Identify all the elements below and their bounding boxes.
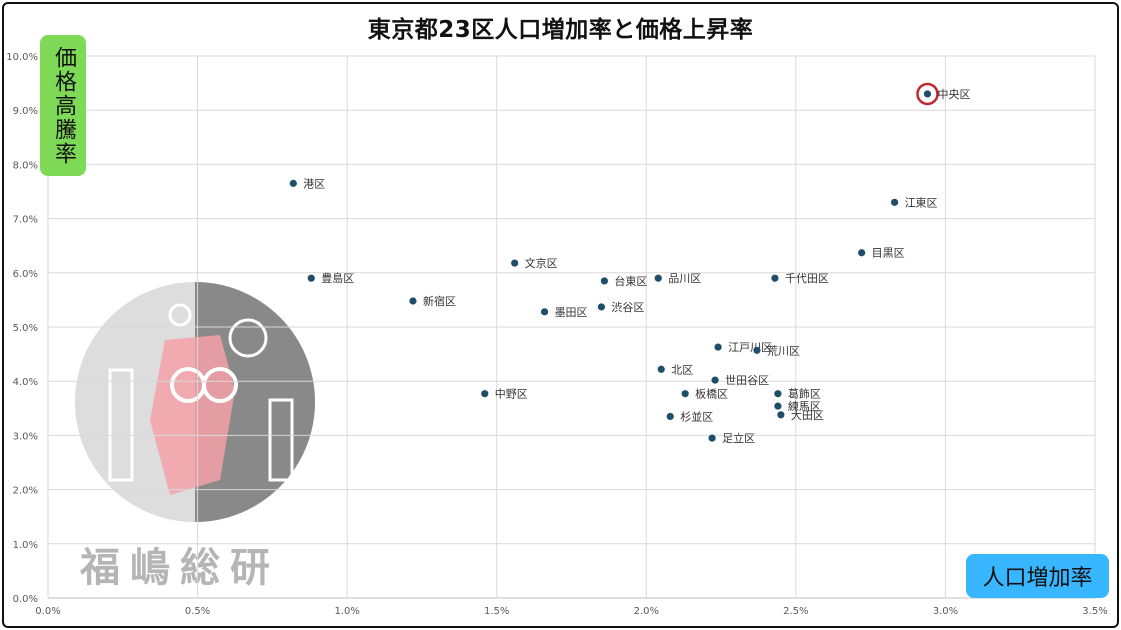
data-label: 杉並区 [680,409,713,423]
data-label: 渋谷区 [611,301,644,314]
data-point [777,411,785,419]
data-point [923,90,932,98]
y-tick-label: 1.0% [13,540,38,551]
x-tick-label: 0.0% [35,606,60,617]
data-point [540,308,549,316]
x-axis-label-box: 人口増加率 [966,554,1109,598]
data-point [657,365,665,373]
data-label: 板橋区 [695,387,728,401]
data-point [511,259,519,267]
y-tick-label: 4.0% [13,377,38,388]
y-tick-label: 6.0% [13,269,38,280]
data-point [890,198,899,206]
data-label: 葛飾区 [788,388,821,401]
data-point [681,390,689,398]
data-point [307,274,315,282]
data-label: 大田区 [791,408,824,422]
data-label: 世田谷区 [725,374,769,387]
highlight-ring [916,82,939,106]
data-label: 千代田区 [785,272,829,285]
y-axis-label-box: 価格高騰率 [40,35,86,176]
watermark-text: 福嶋総研 [80,545,280,591]
data-label: 台東区 [614,274,647,288]
y-tick-label: 3.0% [13,431,38,442]
y-axis-label: 価格高騰率 [51,45,76,166]
y-tick-label: 0.0% [13,594,38,605]
x-tick-label: 1.0% [334,606,359,617]
data-label: 荒川区 [767,344,800,357]
data-label: 豊島区 [321,271,354,285]
data-point [708,434,716,442]
data-point [711,376,719,384]
data-label: 北区 [671,363,693,376]
y-tick-label: 5.0% [13,323,38,334]
y-tick-label: 9.0% [13,106,38,117]
y-tick-label: 2.0% [13,486,38,497]
data-point [654,274,662,282]
data-point [774,390,782,398]
data-label: 練馬区 [788,399,821,413]
data-point [666,412,674,421]
data-label: 江戸川区 [728,341,772,354]
data-point [858,249,866,257]
chart-title: 東京都23区人口増加率と価格上昇率 [367,17,754,43]
watermark-logo [70,280,340,544]
data-label: 港区 [303,177,325,190]
data-point [600,277,609,285]
data-label: 江東区 [905,196,938,209]
data-label: 墨田区 [555,306,588,319]
x-tick-label: 3.0% [933,606,958,617]
data-label: 中野区 [495,388,528,401]
data-label: 足立区 [722,431,755,445]
y-tick-label: 7.0% [13,215,38,226]
data-point [597,303,606,311]
data-point [409,297,417,305]
x-tick-label: 1.5% [484,606,509,617]
data-point [481,390,489,398]
data-label: 文京区 [525,256,558,270]
x-tick-label: 2.5% [783,606,808,617]
data-point [714,343,722,351]
x-tick-label: 3.5% [1082,606,1107,617]
data-point [771,274,779,282]
data-label: 目黒区 [872,247,905,260]
x-axis-label: 人口増加率 [982,566,1093,591]
data-label: 品川区 [668,272,701,285]
y-tick-label: 8.0% [13,160,38,171]
x-tick-label: 2.0% [634,606,659,617]
data-point [753,346,761,354]
data-label: 新宿区 [423,294,456,308]
data-label: 中央区 [937,88,970,101]
data-point [774,402,782,410]
x-tick-label: 0.5% [185,606,210,617]
data-point [289,179,297,187]
y-tick-label: 10.0% [6,52,38,63]
